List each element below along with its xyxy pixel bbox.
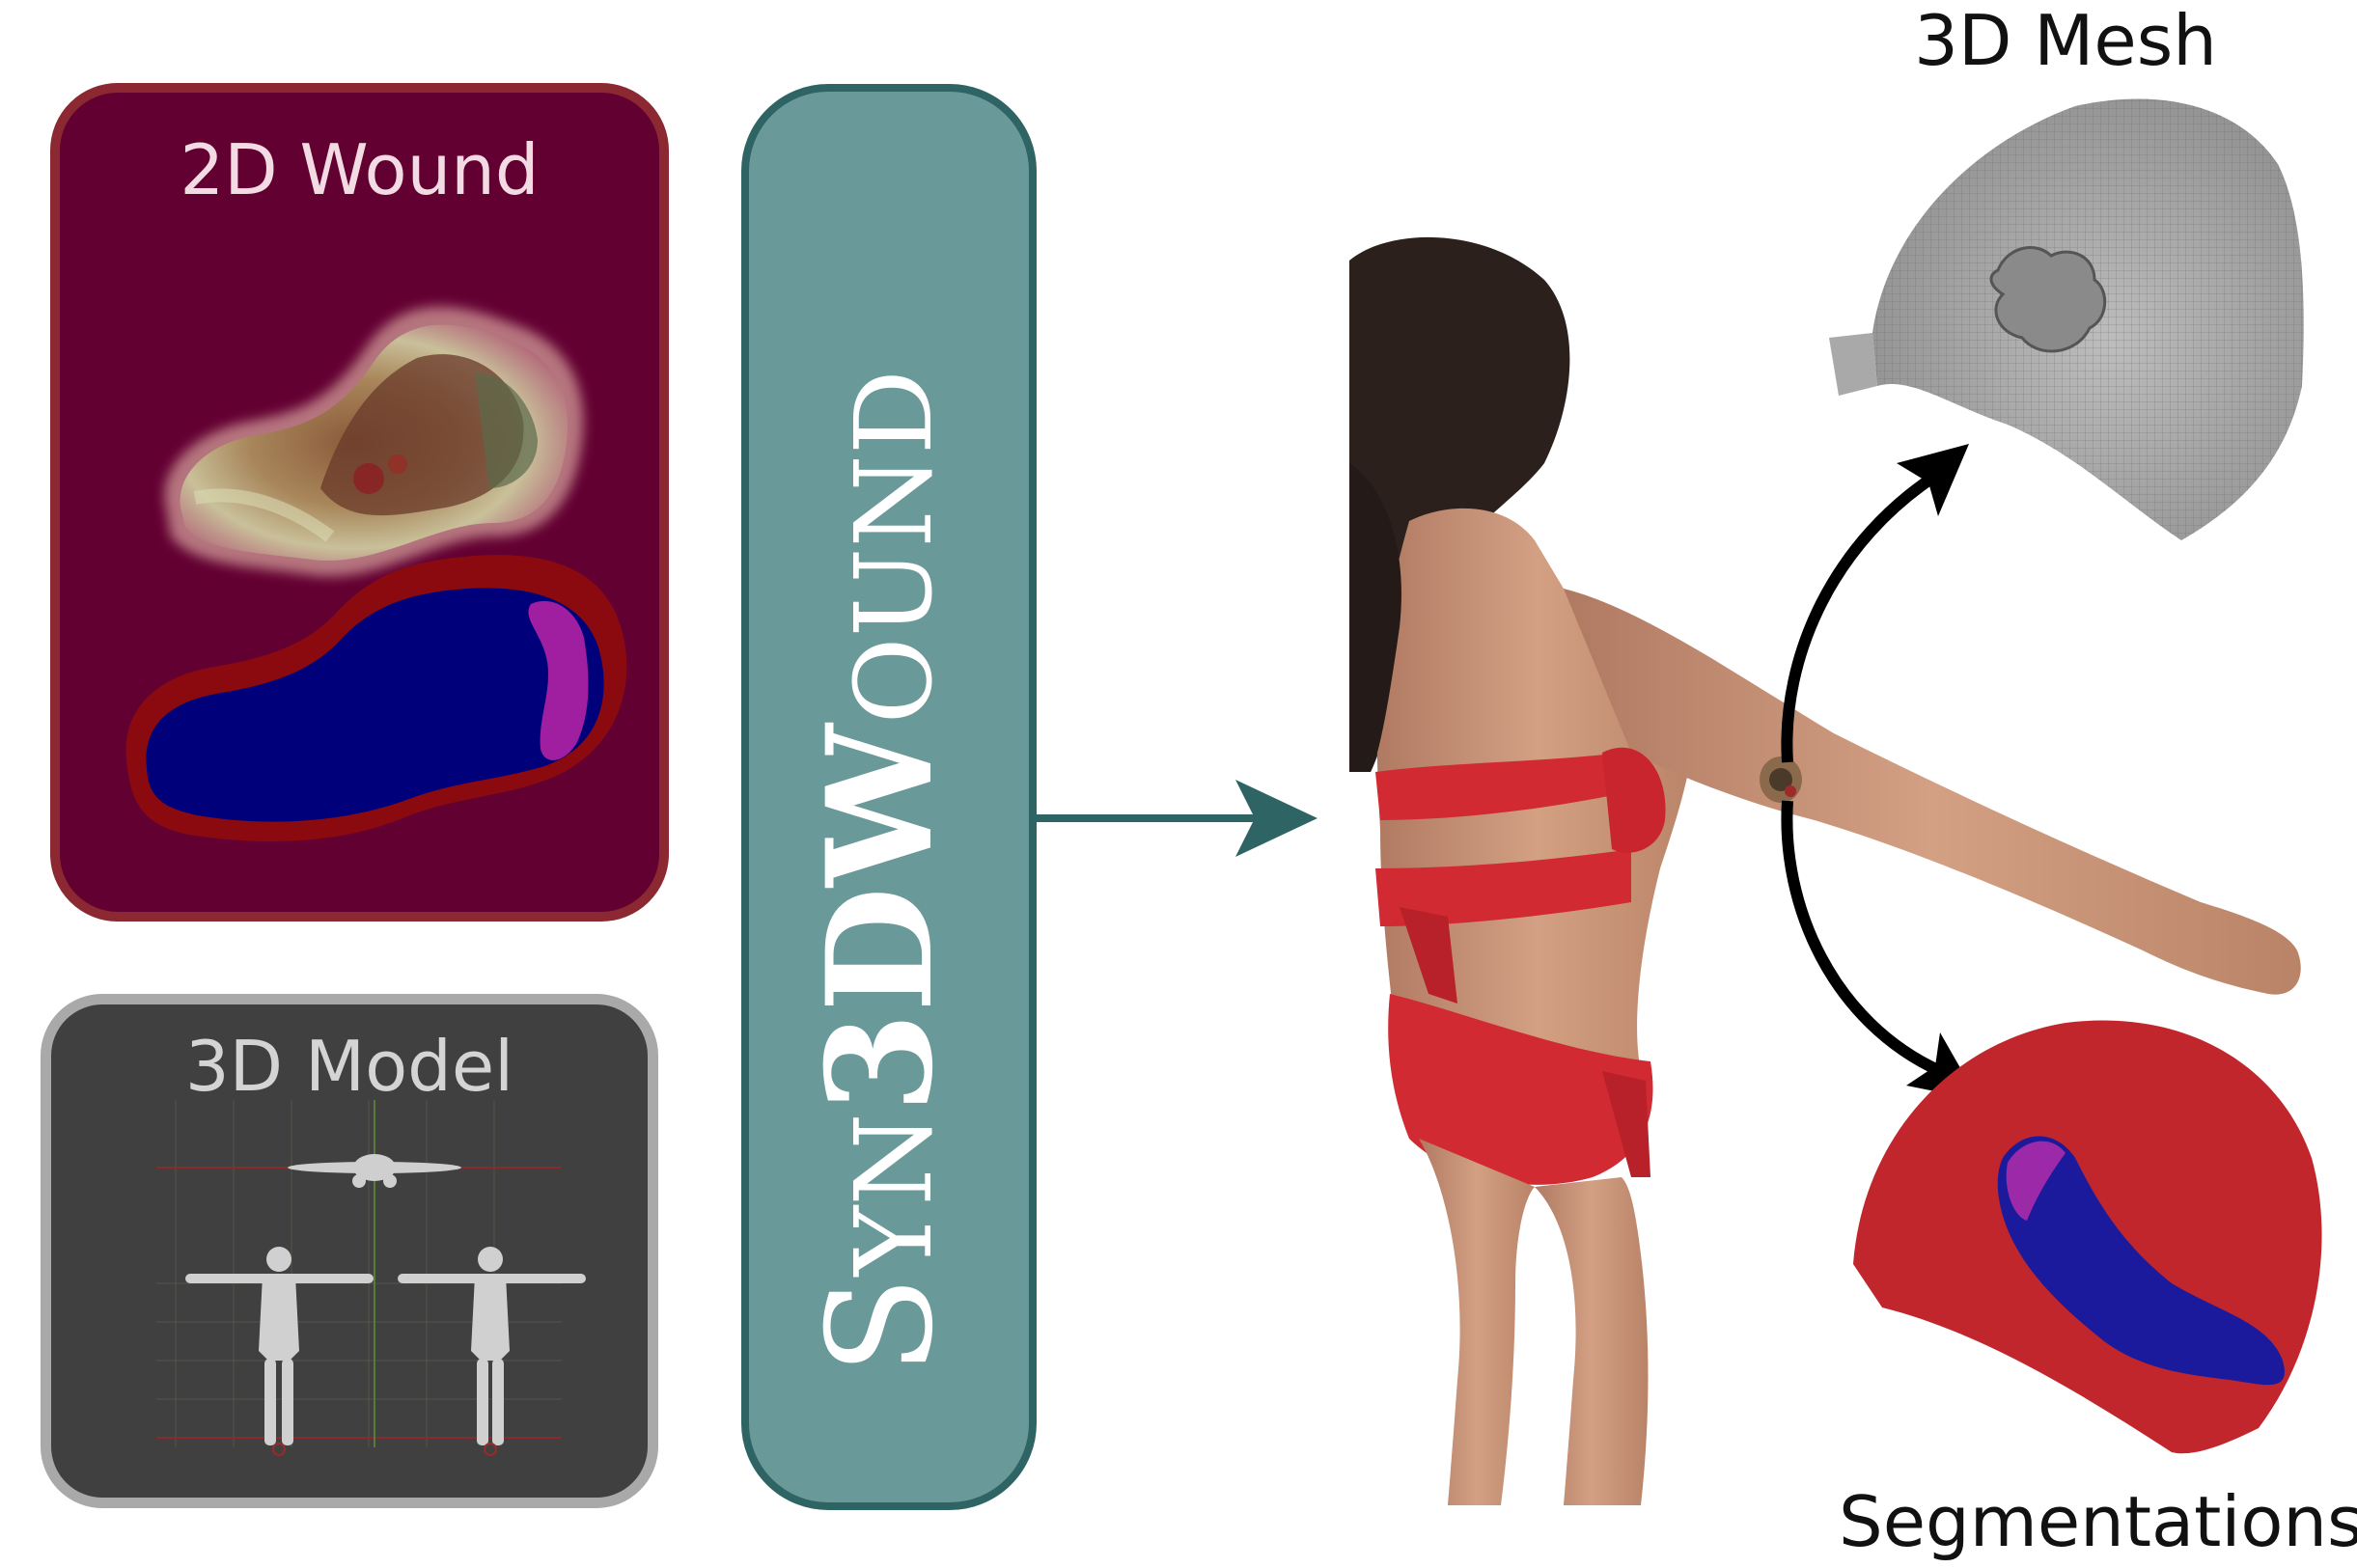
segmentations-title: Segmentations [1839, 1481, 2357, 1562]
